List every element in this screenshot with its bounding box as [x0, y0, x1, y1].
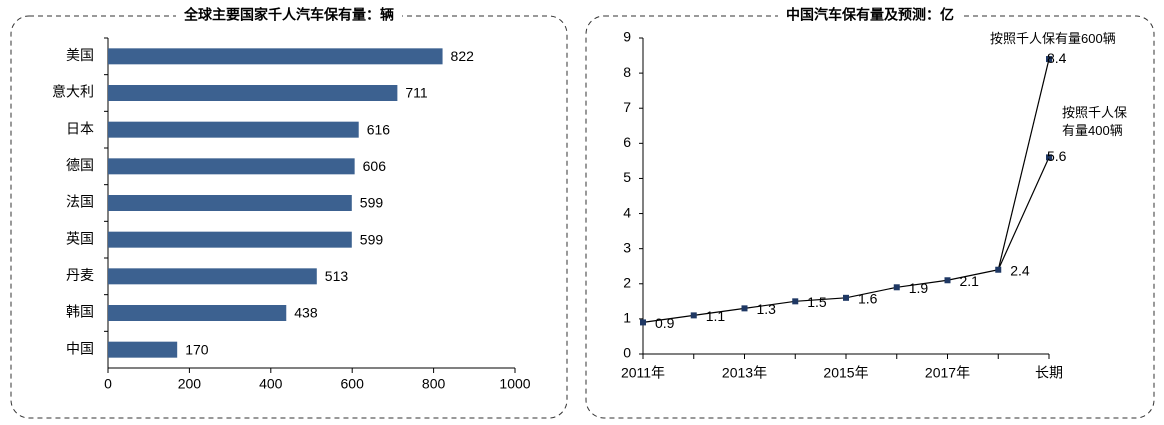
- bar: [108, 231, 352, 248]
- y-tick-label: 5: [623, 169, 631, 185]
- x-tick-label: 长期: [1035, 365, 1063, 381]
- x-tick-label: 1000: [499, 376, 530, 392]
- data-label: 599: [360, 195, 384, 211]
- data-label: 170: [185, 341, 209, 357]
- y-tick-label: 3: [623, 239, 631, 255]
- data-label: 1.6: [858, 291, 878, 307]
- series-line: [997, 157, 1050, 270]
- data-label: 5.6: [1047, 148, 1067, 164]
- y-tick-label: 法国: [66, 194, 94, 210]
- x-tick-label: 0: [104, 376, 112, 392]
- y-tick-label: 意大利: [52, 84, 94, 100]
- y-tick-label: 0: [623, 345, 631, 361]
- marker: [792, 298, 799, 305]
- y-tick-label: 德国: [66, 157, 94, 173]
- marker: [995, 266, 1002, 273]
- data-label: 606: [363, 158, 387, 174]
- x-tick-label: 200: [178, 376, 202, 392]
- marker: [843, 294, 849, 301]
- y-tick-label: 1: [623, 310, 631, 326]
- y-tick-label: 6: [623, 134, 631, 150]
- bar: [108, 195, 352, 211]
- marker: [741, 305, 748, 312]
- marker: [893, 284, 900, 291]
- series-line: [997, 58, 1050, 270]
- bar: [108, 121, 359, 138]
- x-tick-label: 2015年: [823, 365, 868, 381]
- marker: [690, 312, 697, 319]
- y-tick-label: 2: [623, 274, 631, 290]
- bar: [108, 305, 287, 321]
- y-tick-label: 8: [623, 64, 631, 80]
- data-label: 0.9: [655, 315, 675, 331]
- y-tick-label: 英国: [66, 230, 94, 246]
- y-tick-label: 7: [623, 99, 631, 115]
- y-tick-label: 9: [623, 29, 631, 45]
- series-line: [642, 269, 999, 323]
- marker: [1046, 154, 1052, 161]
- y-tick-label: 日本: [66, 120, 94, 136]
- chart-title: 全球主要国家千人汽车保有量：辆: [183, 7, 394, 23]
- bar: [108, 268, 317, 285]
- y-tick-label: 美国: [66, 47, 94, 63]
- x-tick-label: 2013年: [722, 365, 767, 381]
- marker: [640, 319, 646, 326]
- y-tick-label: 丹麦: [66, 267, 94, 283]
- data-label: 822: [451, 48, 475, 64]
- title-background: [176, 4, 402, 26]
- data-label: 2.4: [1010, 262, 1030, 278]
- data-label: 438: [294, 305, 318, 321]
- x-tick-label: 600: [341, 376, 365, 392]
- chart-title: 中国汽车保有量及预测：亿: [786, 7, 954, 23]
- data-label: 2.1: [960, 273, 980, 289]
- x-tick-label: 400: [259, 376, 283, 392]
- data-label: 599: [360, 231, 384, 247]
- x-tick-label: 800: [422, 376, 446, 392]
- y-tick-label: 4: [623, 204, 631, 220]
- marker: [1046, 56, 1052, 63]
- marker: [944, 277, 951, 284]
- data-label: 616: [367, 121, 391, 137]
- x-tick-label: 2017年: [925, 365, 970, 381]
- bar: [108, 158, 355, 175]
- bar: [108, 48, 443, 65]
- bar: [108, 341, 178, 358]
- y-tick-label: 中国: [66, 340, 94, 356]
- data-label: 711: [405, 85, 428, 101]
- data-label: 1.5: [807, 294, 827, 310]
- data-label: 1.1: [706, 308, 726, 324]
- data-label: 8.4: [1047, 50, 1067, 66]
- bar: [108, 85, 398, 101]
- data-label: 1.9: [909, 280, 929, 296]
- y-tick-label: 韩国: [66, 304, 94, 320]
- annotation: 按照千人保有量400辆: [1062, 105, 1128, 138]
- data-label: 513: [325, 268, 349, 284]
- x-tick-label: 2011年: [621, 365, 665, 381]
- panel-border: [585, 15, 1155, 419]
- title-background: [778, 4, 962, 26]
- panel-border: [10, 15, 568, 419]
- data-label: 1.3: [757, 301, 777, 317]
- annotation: 按照千人保有量600辆: [990, 31, 1116, 46]
